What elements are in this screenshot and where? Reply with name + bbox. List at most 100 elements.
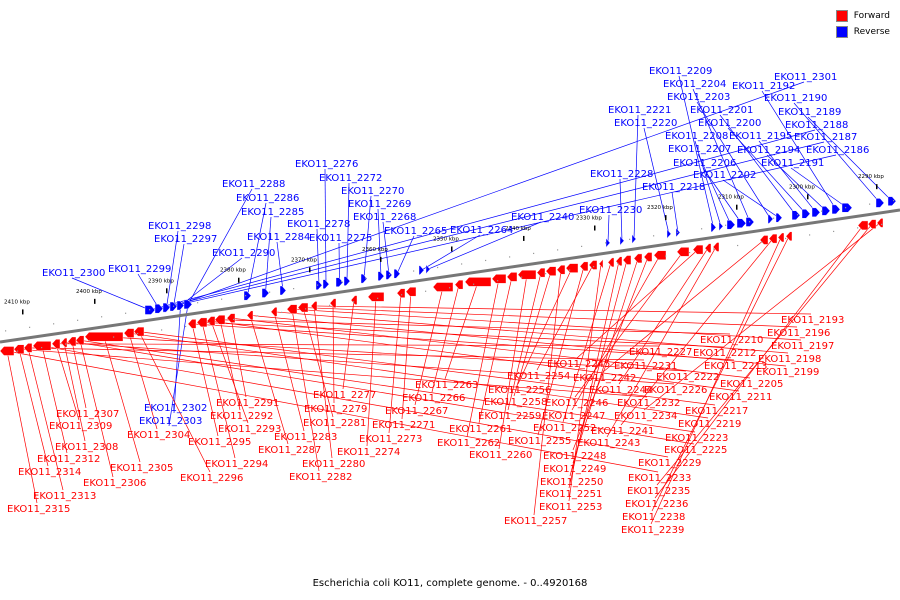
scale-tick <box>594 225 596 231</box>
forward-gene-leader-line <box>618 247 709 385</box>
forward-gene-label: EKO11_2205 <box>720 379 783 390</box>
forward-gene-leader-line <box>313 305 333 459</box>
reverse-gene-leader-line <box>71 277 151 311</box>
reverse-gene-leader-line <box>421 234 481 271</box>
forward-gene-leader-line <box>576 249 699 359</box>
reverse-gene-label: EKO11_2209 <box>649 66 712 77</box>
forward-gene-label: EKO11_2236 <box>625 499 688 510</box>
forward-gene-arrow <box>270 307 278 317</box>
forward-gene-arrow <box>123 328 135 338</box>
reverse-gene-label: EKO11_2269 <box>348 199 411 210</box>
scale-label: 2380 kbp <box>220 268 246 274</box>
legend-label-forward: Forward <box>853 11 890 21</box>
forward-gene-leader-line <box>568 263 602 502</box>
scale-dot <box>17 350 19 352</box>
forward-gene-arrow <box>607 257 615 268</box>
forward-gene-leader-line <box>191 323 735 361</box>
reverse-gene-arrow <box>315 280 323 290</box>
scale-tick <box>876 184 878 190</box>
reverse-gene-leader-line <box>697 153 732 225</box>
reverse-gene-label: EKO11_2278 <box>287 219 350 230</box>
map-caption: Escherichia coli KO11, complete genome. … <box>312 578 588 589</box>
forward-gene-arrow <box>777 232 785 243</box>
scale-dot <box>125 312 127 314</box>
forward-gene-label: EKO11_2291 <box>216 398 279 409</box>
forward-gene-leader-line <box>571 255 661 411</box>
forward-gene-arrow <box>51 339 61 349</box>
forward-gene-arrow <box>32 341 52 351</box>
forward-gene-leader-line <box>249 314 787 367</box>
forward-gene-leader-line <box>620 238 774 426</box>
reverse-gene-leader-line <box>338 242 340 283</box>
scale-label: 2300 kbp <box>789 184 815 190</box>
forward-gene-arrow <box>454 279 464 290</box>
forward-gene-label: EKO11_2279 <box>304 404 367 415</box>
scale-dot <box>569 269 571 271</box>
forward-gene-label: EKO11_2312 <box>37 454 100 465</box>
reverse-gene-label: EKO11_2240 <box>511 212 574 223</box>
label-leader-lines <box>6 75 893 525</box>
scale-dot <box>701 228 703 230</box>
forward-gene-label: EKO11_2198 <box>758 354 821 365</box>
legend-swatch-forward <box>835 10 848 22</box>
forward-gene-label: EKO11_2242 <box>573 373 636 384</box>
forward-gene-arrow <box>133 326 145 337</box>
scale-dot <box>677 231 679 233</box>
forward-gene-label: EKO11_2281 <box>303 418 366 429</box>
forward-gene-leader-line <box>431 284 460 393</box>
gene-arrows <box>0 196 897 356</box>
reverse-gene-leader-line <box>276 241 284 291</box>
forward-gene-label: EKO11_2313 <box>33 491 96 502</box>
reverse-gene-label: EKO11_2264 <box>450 225 513 236</box>
reverse-gene-label: EKO11_2275 <box>309 233 372 244</box>
scale-dot <box>29 326 31 328</box>
reverse-gene-arrow <box>261 288 270 298</box>
reverse-gene-label: EKO11_2201 <box>690 105 753 116</box>
forward-gene-label: EKO11_2225 <box>664 445 727 456</box>
forward-gene-leader-line <box>650 237 782 525</box>
forward-gene-arrow <box>785 231 793 241</box>
forward-gene-leader-line <box>201 322 724 348</box>
forward-gene-label: EKO11_2249 <box>543 464 606 475</box>
reverse-gene-label: EKO11_2300 <box>42 268 105 279</box>
forward-gene-leader-line <box>498 274 528 450</box>
forward-gene-label: EKO11_2263 <box>415 380 478 391</box>
forward-gene-label: EKO11_2295 <box>188 437 251 448</box>
backbone-line <box>0 208 900 344</box>
reverse-gene-label: EKO11_2290 <box>212 248 275 259</box>
scale-dot <box>101 316 103 318</box>
forward-gene-label: EKO11_2259 <box>478 411 541 422</box>
forward-gene-leader-line <box>27 347 64 491</box>
reverse-gene-leader-line <box>678 75 714 228</box>
reverse-gene-label: EKO11_2284 <box>247 232 310 243</box>
forward-gene-leader-line <box>230 317 751 379</box>
forward-gene-label: EKO11_2196 <box>767 328 830 339</box>
reverse-gene-arrow <box>767 214 774 224</box>
reverse-gene-leader-line <box>643 127 670 234</box>
scale-dot <box>881 223 883 225</box>
forward-gene-label: EKO11_2296 <box>180 473 243 484</box>
forward-gene-arrow <box>506 272 518 282</box>
forward-gene-label: EKO11_2267 <box>385 406 448 417</box>
forward-gene-leader-line <box>466 278 500 438</box>
forward-gene-label: EKO11_2244 <box>589 385 652 396</box>
forward-gene-arrow <box>556 265 566 275</box>
scale-dot <box>161 329 163 331</box>
legend-item-forward: Forward <box>835 8 890 24</box>
forward-gene-leader-line <box>18 348 648 398</box>
scale-tick <box>736 204 738 210</box>
forward-gene-arrow <box>588 260 598 270</box>
forward-gene-leader-line <box>651 236 790 512</box>
scale-dot <box>305 308 307 310</box>
reverse-gene-label: EKO11_2270 <box>341 186 404 197</box>
scale-tick <box>665 215 667 221</box>
scale-tick <box>380 256 382 262</box>
scale-dot <box>353 301 355 303</box>
forward-gene-label: EKO11_2239 <box>621 525 684 536</box>
genome-backbone <box>0 208 900 344</box>
scale-label: 2400 kbp <box>76 289 102 295</box>
forward-gene-arrow <box>598 258 604 269</box>
scale-dot <box>149 309 151 311</box>
forward-gene-arrow <box>615 256 623 266</box>
forward-gene-label: EKO11_2292 <box>210 411 273 422</box>
